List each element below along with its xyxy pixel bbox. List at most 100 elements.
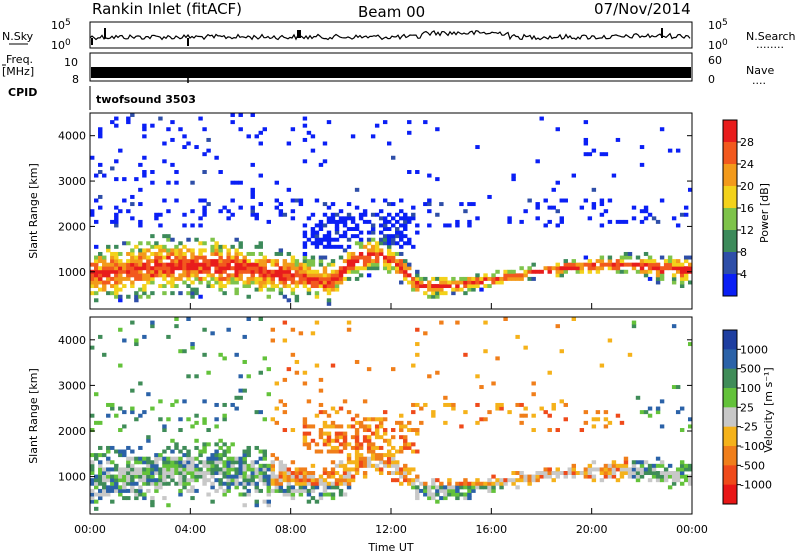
heatmap-cell (411, 467, 416, 472)
heatmap-cell (439, 284, 444, 289)
heatmap-cell (210, 331, 215, 336)
heatmap-cell (182, 255, 187, 260)
heatmap-cell (318, 273, 324, 278)
heatmap-cell (318, 410, 324, 415)
heatmap-cell (234, 471, 239, 475)
heatmap-cell (382, 216, 388, 221)
heatmap-cell (443, 395, 448, 400)
heatmap-cell (358, 460, 364, 465)
heatmap-cell (354, 276, 360, 281)
heatmap-cell (403, 262, 408, 267)
heatmap-cell (318, 377, 324, 382)
heatmap-cell (106, 474, 111, 479)
heatmap-cell (210, 276, 215, 281)
heatmap-cell (190, 209, 195, 214)
heatmap-cell (599, 471, 605, 475)
heatmap-cell (298, 488, 304, 493)
heatmap-cell (114, 219, 119, 224)
heatmap-cell (214, 251, 219, 256)
heatmap-cell (671, 216, 677, 221)
heatmap-cell (242, 460, 247, 465)
heatmap-cell (238, 205, 243, 210)
heatmap-cell (411, 280, 416, 285)
heatmap-cell (98, 445, 103, 450)
heatmap-cell (342, 463, 348, 468)
heatmap-cell (294, 370, 300, 375)
heatmap-cell (659, 471, 665, 475)
heatmap-cell (326, 474, 332, 479)
heatmap-cell (226, 463, 231, 468)
heatmap-cell (374, 428, 380, 433)
heatmap-cell (334, 212, 340, 217)
y-tick-label: 1000 (58, 471, 86, 484)
heatmap-cell (194, 445, 199, 450)
heatmap-cell (531, 381, 536, 386)
heatmap-cell (334, 280, 340, 285)
heatmap-cell (350, 269, 356, 274)
heatmap-cell (258, 474, 263, 479)
heatmap-cell (186, 471, 191, 475)
heatmap-cell (623, 219, 629, 224)
heatmap-cell (362, 417, 368, 422)
heatmap-cell (290, 496, 296, 501)
heatmap-cell (427, 173, 432, 178)
heatmap-cell (310, 478, 316, 483)
heatmap-cell (659, 198, 665, 203)
heatmap-cell (146, 266, 151, 271)
heatmap-cell (154, 255, 159, 260)
heatmap-cell (246, 317, 251, 321)
heatmap-cell (234, 273, 239, 278)
heatmap-cell (599, 202, 605, 207)
colorbar-segment (723, 446, 737, 466)
heatmap-cell (190, 467, 195, 472)
heatmap-cell (130, 202, 135, 207)
heatmap-cell (178, 478, 183, 483)
heatmap-cell (439, 276, 444, 281)
heatmap-cell (366, 266, 372, 271)
heatmap-cell (519, 471, 524, 475)
heatmap-cell (435, 492, 440, 497)
heatmap-cell (587, 152, 593, 157)
heatmap-cell (407, 467, 412, 472)
heatmap-cell (675, 259, 681, 264)
freq-panel-frame (89, 52, 693, 82)
heatmap-cell (431, 291, 436, 296)
heatmap-cell (282, 474, 288, 479)
heatmap-cell (278, 488, 284, 493)
heatmap-cell (286, 269, 292, 274)
heatmap-cell (258, 262, 263, 267)
heatmap-cell (158, 262, 163, 267)
heatmap-cell (298, 280, 304, 285)
heatmap-cell (571, 474, 577, 479)
heatmap-cell (358, 212, 364, 217)
heatmap-cell (238, 251, 243, 256)
heatmap-cell (483, 273, 488, 278)
heatmap-cell (399, 424, 404, 429)
heatmap-cell (226, 471, 231, 475)
heatmap-cell (202, 276, 207, 281)
heatmap-cell (130, 262, 135, 267)
heatmap-cell (451, 492, 456, 497)
heatmap-cell (322, 244, 328, 249)
heatmap-cell (571, 471, 577, 475)
heatmap-cell (194, 266, 199, 271)
heatmap-cell (322, 478, 328, 483)
heatmap-cell (447, 284, 452, 289)
heatmap-cell (254, 259, 259, 264)
heatmap-cell (186, 449, 191, 454)
heatmap-cell (415, 287, 420, 292)
heatmap-cell (190, 255, 195, 260)
heatmap-cell (310, 280, 316, 285)
heatmap-cell (531, 262, 536, 267)
heatmap-cell (683, 259, 689, 264)
heatmap-cell (627, 467, 633, 472)
heatmap-cell (242, 467, 247, 472)
heatmap-cell (679, 481, 685, 486)
heatmap-cell (647, 478, 653, 483)
heatmap-cell (278, 478, 284, 483)
heatmap-cell (270, 478, 276, 483)
heatmap-cell (374, 266, 380, 271)
heatmap-cell (134, 177, 139, 182)
heatmap-cell (435, 284, 440, 289)
heatmap-cell (114, 177, 119, 182)
